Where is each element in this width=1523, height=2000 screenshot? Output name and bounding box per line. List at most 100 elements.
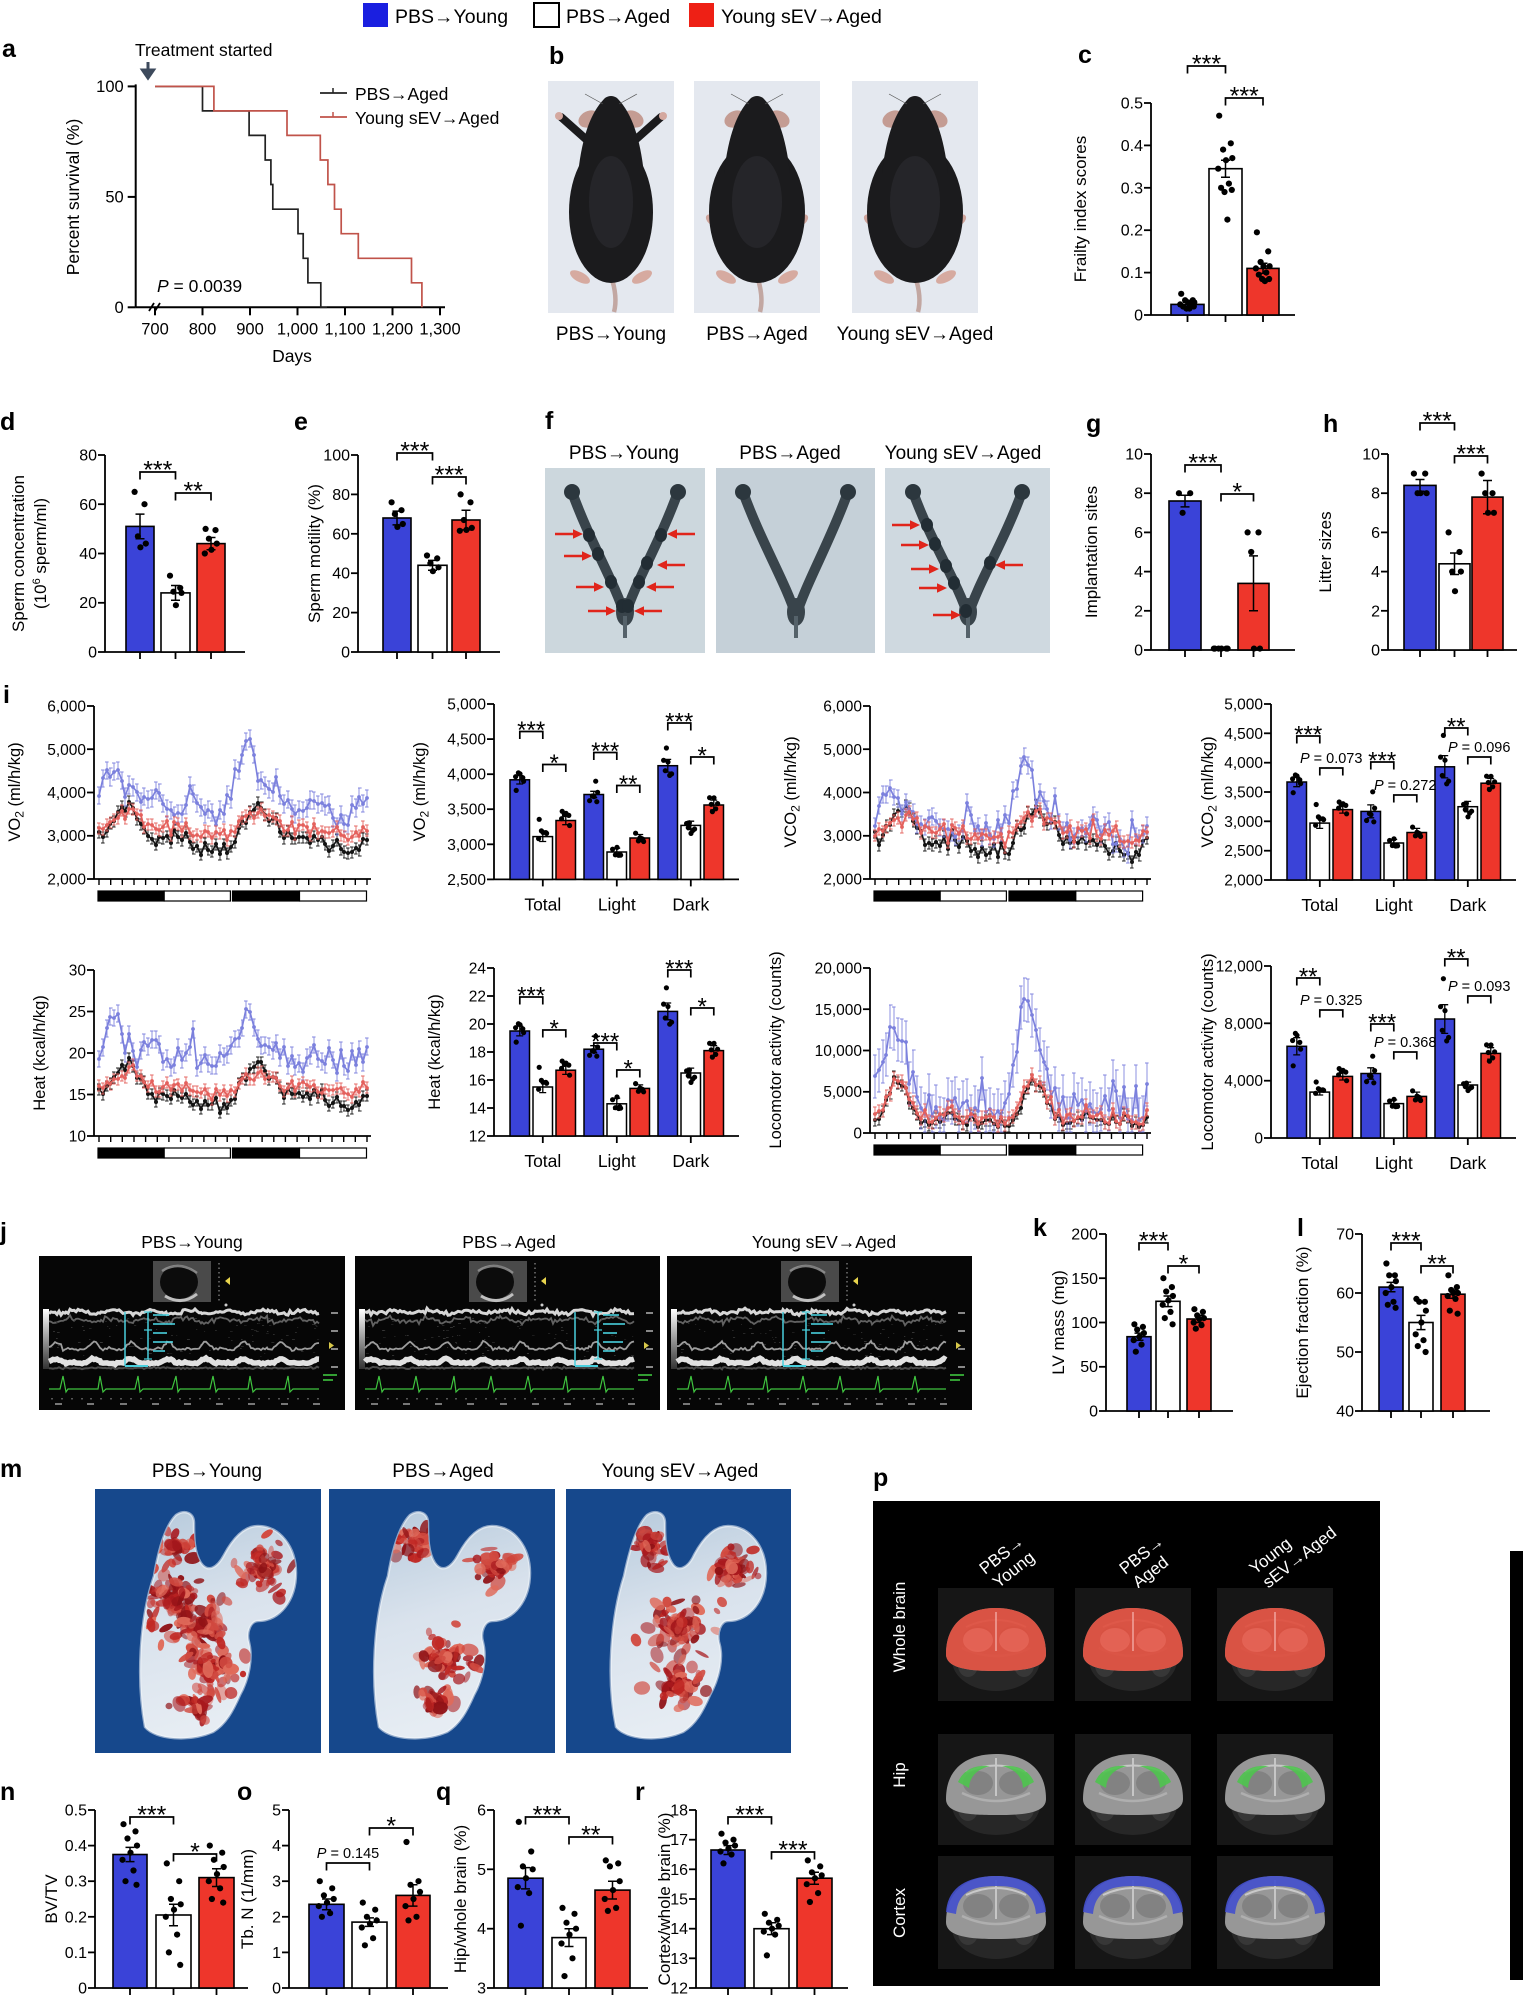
svg-text:10,000: 10,000 — [815, 1043, 863, 1060]
svg-text:13: 13 — [670, 1951, 688, 1968]
svg-text:q: q — [436, 1778, 451, 1806]
svg-text:PBS→Young: PBS→Young — [569, 443, 679, 464]
svg-text:800: 800 — [189, 320, 217, 338]
svg-text:Young sEV→Aged: Young sEV→Aged — [355, 108, 499, 128]
svg-text:***: *** — [1230, 83, 1259, 111]
svg-text:Percent survival (%): Percent survival (%) — [63, 119, 83, 276]
svg-text:m: m — [0, 1455, 22, 1483]
svg-text:12: 12 — [469, 1129, 486, 1146]
svg-text:***: *** — [1368, 748, 1396, 775]
svg-text:Sperm concentration: Sperm concentration — [9, 475, 28, 632]
svg-text:6,000: 6,000 — [47, 699, 86, 716]
svg-text:3,000: 3,000 — [447, 837, 486, 854]
svg-text:2,500: 2,500 — [447, 872, 486, 889]
svg-text:**: ** — [581, 1822, 601, 1850]
svg-text:***: *** — [778, 1837, 807, 1865]
svg-text:25: 25 — [69, 1004, 86, 1021]
svg-text:Dark: Dark — [1449, 1153, 1486, 1173]
svg-text:60: 60 — [79, 497, 97, 514]
svg-text:Implantation sites: Implantation sites — [1082, 486, 1101, 618]
svg-text:100: 100 — [96, 78, 124, 96]
svg-text:0: 0 — [853, 1126, 862, 1143]
svg-text:20: 20 — [69, 1046, 87, 1063]
svg-text:1: 1 — [272, 1945, 281, 1962]
svg-text:*: * — [698, 994, 707, 1021]
svg-text:Light: Light — [598, 1151, 636, 1171]
svg-text:3,500: 3,500 — [447, 802, 486, 819]
svg-text:**: ** — [1447, 945, 1466, 972]
svg-text:4,500: 4,500 — [1224, 726, 1263, 743]
svg-text:4,000: 4,000 — [823, 785, 862, 802]
svg-text:PBS→Aged: PBS→Aged — [462, 1232, 555, 1252]
svg-text:2,500: 2,500 — [1224, 843, 1263, 860]
svg-text:0: 0 — [115, 299, 124, 317]
svg-text:Treatment started: Treatment started — [135, 40, 272, 60]
svg-text:16: 16 — [670, 1862, 688, 1879]
svg-text:*: * — [190, 1839, 200, 1867]
svg-text:0.1: 0.1 — [65, 1945, 87, 1962]
svg-text:p: p — [873, 1464, 888, 1492]
svg-text:***: *** — [1391, 1228, 1420, 1256]
svg-text:***: *** — [533, 1802, 562, 1830]
svg-text:***: *** — [591, 738, 619, 765]
svg-text:Light: Light — [1375, 1153, 1413, 1173]
svg-text:3: 3 — [477, 1981, 486, 1998]
svg-text:Locomotor activity (counts): Locomotor activity (counts) — [767, 951, 785, 1148]
svg-text:*: * — [1232, 479, 1242, 507]
svg-text:0: 0 — [341, 645, 350, 662]
svg-text:P = 0.0039: P = 0.0039 — [157, 276, 242, 296]
svg-text:g: g — [1086, 410, 1101, 438]
svg-text:0: 0 — [1134, 308, 1143, 325]
svg-text:30: 30 — [69, 963, 87, 980]
svg-text:4: 4 — [477, 1921, 486, 1938]
svg-text:5,000: 5,000 — [823, 742, 862, 759]
svg-text:0.5: 0.5 — [1121, 96, 1143, 113]
svg-text:20: 20 — [469, 1017, 487, 1034]
svg-text:PBS→Young: PBS→Young — [395, 6, 508, 28]
svg-text:a: a — [2, 35, 17, 63]
svg-text:Light: Light — [598, 894, 636, 914]
svg-text:P = 0.145: P = 0.145 — [317, 1846, 379, 1862]
svg-text:***: *** — [517, 983, 545, 1010]
svg-text:***: *** — [1294, 722, 1322, 749]
svg-text:4,500: 4,500 — [447, 732, 486, 749]
svg-text:2,000: 2,000 — [47, 872, 86, 889]
svg-text:***: *** — [435, 462, 464, 490]
svg-text:Young sEV→Aged: Young sEV→Aged — [721, 6, 882, 28]
svg-text:5,000: 5,000 — [47, 742, 86, 759]
svg-text:VO2 (ml/h/kg): VO2 (ml/h/kg) — [411, 742, 432, 841]
svg-text:Young sEV→Aged: Young sEV→Aged — [752, 1232, 896, 1252]
svg-text:18: 18 — [469, 1045, 486, 1062]
svg-text:4: 4 — [1371, 564, 1380, 581]
svg-text:50: 50 — [1080, 1359, 1098, 1376]
svg-text:50: 50 — [1336, 1345, 1354, 1362]
svg-text:**: ** — [1427, 1251, 1447, 1279]
svg-text:Young sEV→Aged: Young sEV→Aged — [602, 1461, 759, 1482]
svg-text:PBS→Aged: PBS→Aged — [739, 443, 840, 464]
svg-text:Dark: Dark — [672, 894, 709, 914]
svg-text:0: 0 — [88, 645, 97, 662]
svg-text:Litter sizes: Litter sizes — [1316, 511, 1335, 592]
svg-text:12,000: 12,000 — [1216, 959, 1264, 976]
svg-text:2: 2 — [272, 1909, 281, 1926]
svg-text:r: r — [635, 1778, 645, 1806]
svg-text:2,000: 2,000 — [823, 872, 862, 889]
svg-text:*: * — [698, 743, 707, 770]
svg-text:4,000: 4,000 — [1224, 1073, 1263, 1090]
svg-text:0.1: 0.1 — [1121, 265, 1143, 282]
svg-text:*: * — [386, 1813, 396, 1841]
svg-text:200: 200 — [1071, 1227, 1098, 1244]
svg-text:l: l — [1297, 1214, 1304, 1242]
svg-text:12: 12 — [670, 1981, 688, 1998]
svg-text:PBS→Aged: PBS→Aged — [355, 84, 448, 104]
svg-text:Total: Total — [524, 894, 561, 914]
svg-text:*: * — [624, 1056, 633, 1083]
svg-text:15,000: 15,000 — [815, 1002, 863, 1019]
svg-text:3: 3 — [272, 1874, 281, 1891]
svg-text:Frailty index scores: Frailty index scores — [1071, 136, 1090, 282]
svg-text:Young sEV→Aged: Young sEV→Aged — [885, 443, 1042, 464]
svg-text:1,000: 1,000 — [277, 320, 318, 338]
svg-text:Tb. N (1/mm): Tb. N (1/mm) — [238, 1849, 257, 1949]
svg-text:16: 16 — [469, 1073, 486, 1090]
svg-text:***: *** — [400, 438, 429, 466]
